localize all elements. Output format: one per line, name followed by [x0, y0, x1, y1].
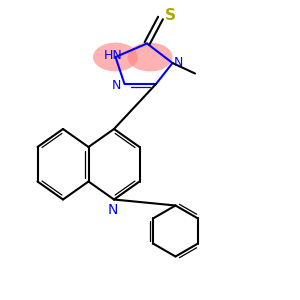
Ellipse shape — [93, 43, 138, 71]
Ellipse shape — [128, 43, 172, 71]
Text: HN: HN — [104, 49, 122, 62]
Text: S: S — [165, 8, 176, 22]
Text: N: N — [112, 79, 122, 92]
Text: N: N — [174, 56, 183, 69]
Text: N: N — [107, 203, 118, 217]
